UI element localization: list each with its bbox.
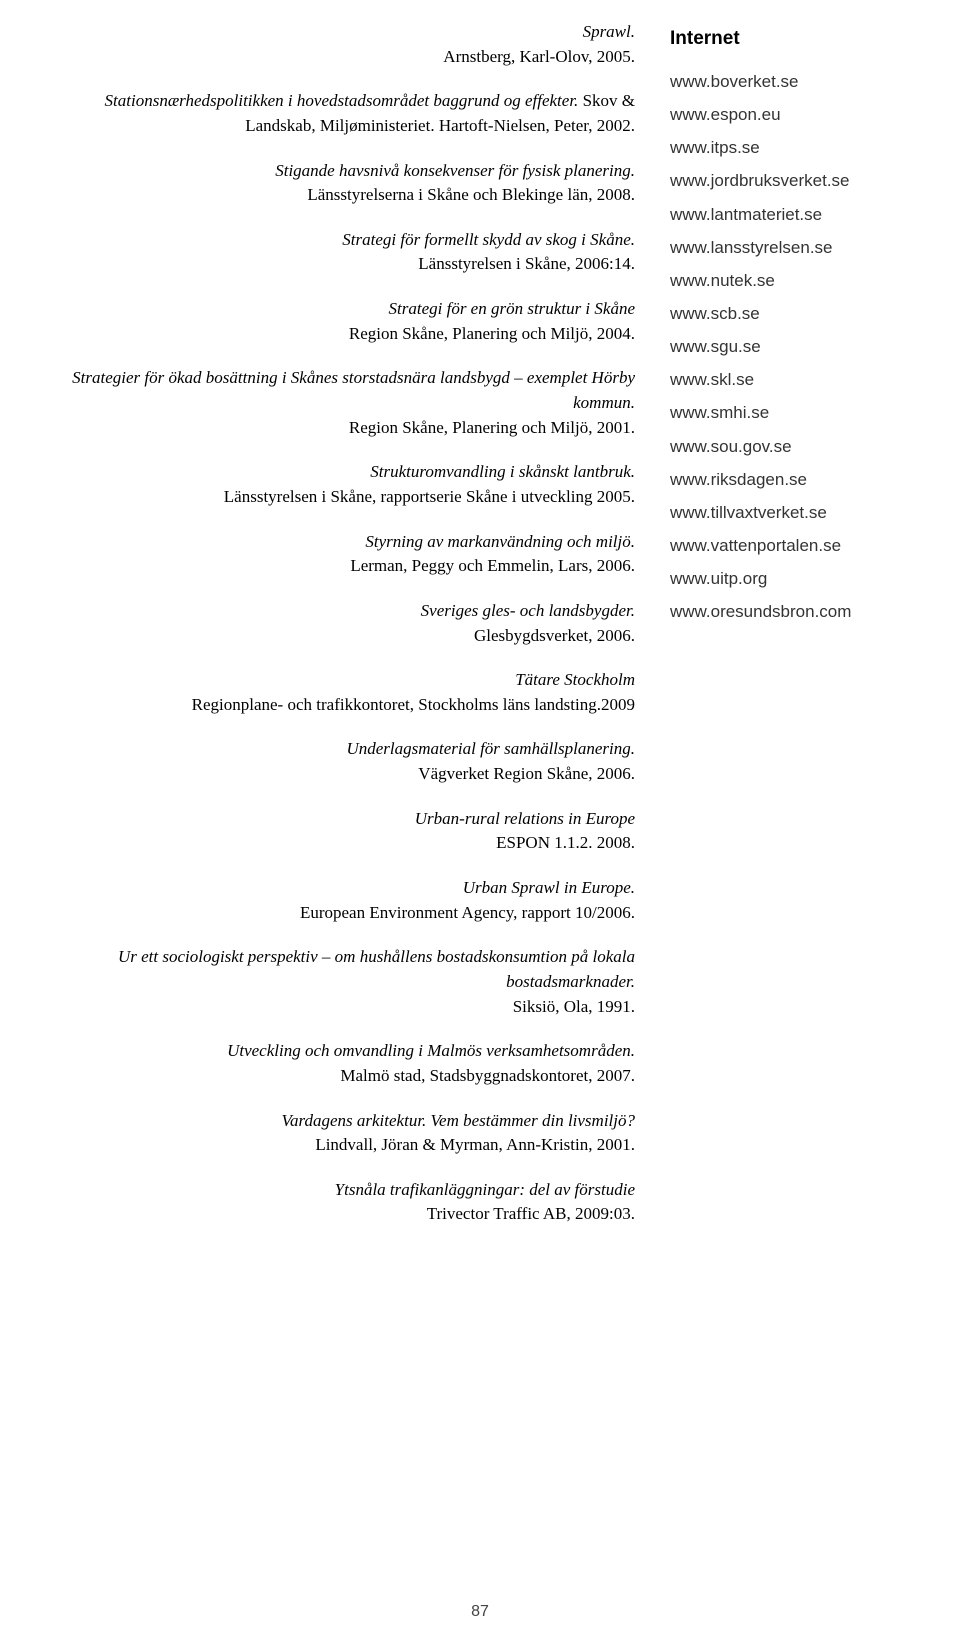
url-link: www.nutek.se (670, 264, 915, 297)
reference-entry: Styrning av markanvändning och miljö. Le… (45, 530, 635, 579)
page-container: Sprawl. Arnstberg, Karl-Olov, 2005. Stat… (0, 0, 960, 1651)
reference-title: Ytsnåla trafikanläggningar: del av först… (335, 1180, 635, 1199)
reference-entry: Strukturomvandling i skånskt lantbruk. L… (45, 460, 635, 509)
reference-meta: European Environment Agency, rapport 10/… (300, 903, 635, 922)
url-link: www.sgu.se (670, 330, 915, 363)
reference-meta: Lerman, Peggy och Emmelin, Lars, 2006. (350, 556, 635, 575)
reference-title: Sveriges gles- och landsbygder. (421, 601, 635, 620)
reference-title: Vardagens arkitektur. Vem bestämmer din … (282, 1111, 636, 1130)
reference-meta: Region Skåne, Planering och Miljö, 2001. (349, 418, 635, 437)
reference-title: Utveckling och omvandling i Malmös verks… (227, 1041, 635, 1060)
reference-title: Stationsnærhedspolitikken i hovedstadsom… (105, 91, 579, 110)
url-link: www.skl.se (670, 363, 915, 396)
reference-title: Strategier för ökad bosättning i Skånes … (72, 368, 635, 412)
reference-entry: Strategier för ökad bosättning i Skånes … (45, 366, 635, 440)
reference-title: Stigande havsnivå konsekvenser för fysis… (275, 161, 635, 180)
reference-title: Strukturomvandling i skånskt lantbruk. (370, 462, 635, 481)
reference-title: Styrning av markanvändning och miljö. (365, 532, 635, 551)
reference-meta: Glesbygdsverket, 2006. (474, 626, 635, 645)
internet-column: Internet www.boverket.se www.espon.eu ww… (670, 20, 915, 1611)
reference-entry: Sveriges gles- och landsbygder. Glesbygd… (45, 599, 635, 648)
url-link: www.riksdagen.se (670, 463, 915, 496)
reference-meta: Länsstyrelsen i Skåne, 2006:14. (418, 254, 635, 273)
reference-title: Urban Sprawl in Europe. (463, 878, 635, 897)
reference-entry: Strategi för en grön struktur i Skåne Re… (45, 297, 635, 346)
reference-title: Strategi för en grön struktur i Skåne (389, 299, 635, 318)
reference-entry: Urban Sprawl in Europe. European Environ… (45, 876, 635, 925)
reference-entry: Ytsnåla trafikanläggningar: del av först… (45, 1178, 635, 1227)
reference-entry: Vardagens arkitektur. Vem bestämmer din … (45, 1109, 635, 1158)
reference-meta: Länsstyrelsen i Skåne, rapportserie Skån… (224, 487, 635, 506)
url-link: www.uitp.org (670, 562, 915, 595)
url-link: www.itps.se (670, 131, 915, 164)
reference-meta: ESPON 1.1.2. 2008. (496, 833, 635, 852)
internet-heading: Internet (670, 20, 915, 57)
reference-entry: Tätare Stockholm Regionplane- och trafik… (45, 668, 635, 717)
url-link: www.scb.se (670, 297, 915, 330)
reference-title: Strategi för formellt skydd av skog i Sk… (342, 230, 635, 249)
reference-entry: Strategi för formellt skydd av skog i Sk… (45, 228, 635, 277)
reference-meta: Arnstberg, Karl-Olov, 2005. (443, 47, 635, 66)
url-link: www.boverket.se (670, 65, 915, 98)
url-link: www.smhi.se (670, 396, 915, 429)
reference-entry: Utveckling och omvandling i Malmös verks… (45, 1039, 635, 1088)
reference-title: Underlagsmaterial för samhällsplanering. (346, 739, 635, 758)
reference-entry: Stigande havsnivå konsekvenser för fysis… (45, 159, 635, 208)
url-link: www.espon.eu (670, 98, 915, 131)
url-link: www.tillvaxtverket.se (670, 496, 915, 529)
reference-meta: Länsstyrelserna i Skåne och Blekinge län… (307, 185, 635, 204)
url-link: www.vattenportalen.se (670, 529, 915, 562)
reference-entry: Underlagsmaterial för samhällsplanering.… (45, 737, 635, 786)
reference-entry: Ur ett sociologiskt perspektiv – om hush… (45, 945, 635, 1019)
reference-meta: Vägverket Region Skåne, 2006. (418, 764, 635, 783)
reference-title: Ur ett sociologiskt perspektiv – om hush… (118, 947, 635, 991)
reference-meta: Regionplane- och trafikkontoret, Stockho… (192, 695, 635, 714)
url-link: www.lantmateriet.se (670, 198, 915, 231)
references-column: Sprawl. Arnstberg, Karl-Olov, 2005. Stat… (45, 20, 635, 1611)
reference-entry: Sprawl. Arnstberg, Karl-Olov, 2005. (45, 20, 635, 69)
url-link: www.jordbruksverket.se (670, 164, 915, 197)
reference-entry: Urban-rural relations in Europe ESPON 1.… (45, 807, 635, 856)
page-number: 87 (471, 1603, 489, 1621)
url-link: www.lansstyrelsen.se (670, 231, 915, 264)
reference-meta: Malmö stad, Stadsbyggnadskontoret, 2007. (340, 1066, 635, 1085)
reference-meta: Trivector Traffic AB, 2009:03. (427, 1204, 635, 1223)
url-link: www.oresundsbron.com (670, 595, 915, 628)
reference-meta: Region Skåne, Planering och Miljö, 2004. (349, 324, 635, 343)
reference-meta: Lindvall, Jöran & Myrman, Ann-Kristin, 2… (315, 1135, 635, 1154)
reference-meta: Siksiö, Ola, 1991. (513, 997, 635, 1016)
reference-entry: Stationsnærhedspolitikken i hovedstadsom… (45, 89, 635, 138)
reference-title: Urban-rural relations in Europe (415, 809, 635, 828)
url-link: www.sou.gov.se (670, 430, 915, 463)
reference-title: Tätare Stockholm (515, 670, 635, 689)
reference-title: Sprawl. (583, 22, 635, 41)
